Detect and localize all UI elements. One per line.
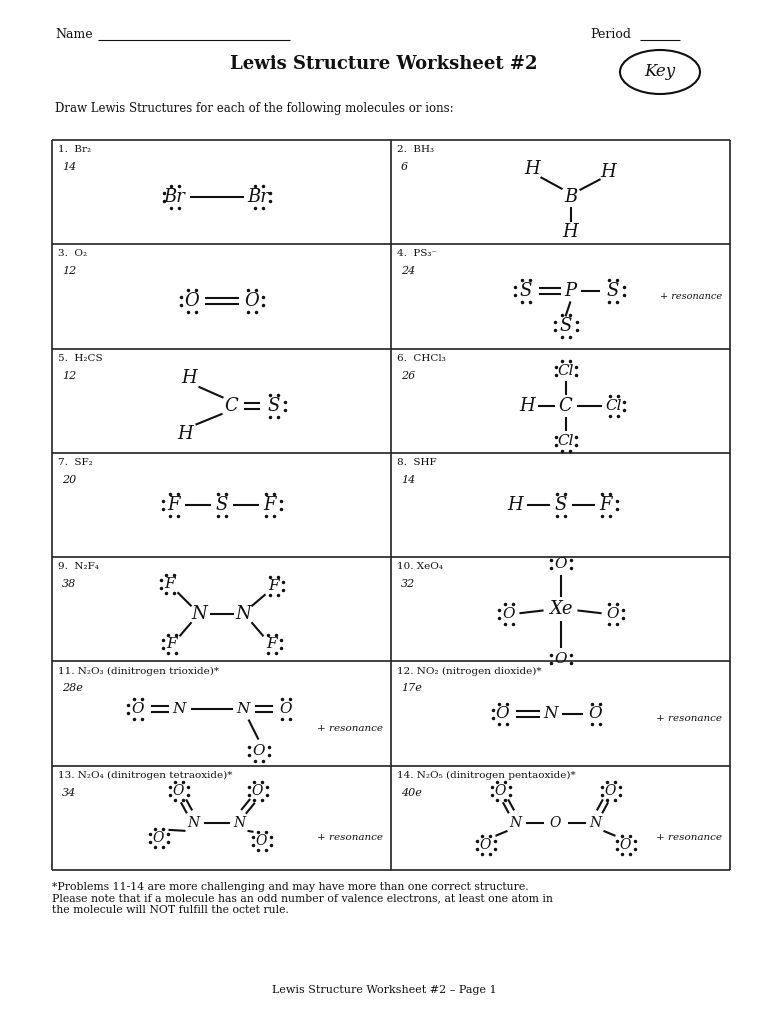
Text: N: N bbox=[236, 605, 251, 624]
Text: 17e: 17e bbox=[401, 683, 422, 693]
Text: Br: Br bbox=[247, 188, 270, 206]
Text: Period: Period bbox=[590, 28, 631, 41]
Text: 8.  SHF: 8. SHF bbox=[397, 458, 437, 467]
Text: 14: 14 bbox=[401, 475, 415, 484]
Text: 14: 14 bbox=[62, 162, 76, 172]
Text: N: N bbox=[509, 816, 521, 829]
Text: Cl: Cl bbox=[605, 398, 622, 413]
Text: 32: 32 bbox=[401, 580, 415, 589]
Text: S: S bbox=[606, 283, 619, 300]
Text: + resonance: + resonance bbox=[317, 834, 383, 843]
Text: *Problems 11-14 are more challenging and may have more than one correct structur: *Problems 11-14 are more challenging and… bbox=[52, 882, 553, 915]
Text: S: S bbox=[554, 496, 567, 514]
Text: O: O bbox=[244, 293, 259, 310]
Text: O: O bbox=[480, 838, 492, 852]
Text: 1.  Br₂: 1. Br₂ bbox=[58, 145, 91, 154]
Text: F: F bbox=[266, 637, 276, 651]
Text: Key: Key bbox=[644, 63, 676, 81]
Text: S: S bbox=[519, 283, 531, 300]
Text: N: N bbox=[192, 605, 207, 624]
Text: O: O bbox=[502, 607, 515, 622]
Text: Name: Name bbox=[55, 28, 93, 41]
Text: O: O bbox=[252, 783, 263, 798]
Text: 12: 12 bbox=[62, 266, 76, 276]
Text: O: O bbox=[554, 557, 567, 571]
Text: C: C bbox=[558, 396, 572, 415]
Text: + resonance: + resonance bbox=[656, 834, 722, 843]
Text: O: O bbox=[153, 830, 164, 845]
Text: N: N bbox=[237, 701, 250, 716]
Text: 4.  PS₃⁻: 4. PS₃⁻ bbox=[397, 249, 437, 258]
Text: Br: Br bbox=[164, 188, 185, 206]
Text: 3.  O₂: 3. O₂ bbox=[58, 249, 87, 258]
Text: H: H bbox=[177, 425, 194, 442]
Text: O: O bbox=[620, 838, 631, 852]
Text: 5.  H₂CS: 5. H₂CS bbox=[58, 353, 103, 362]
Text: 38: 38 bbox=[62, 580, 76, 589]
Text: F: F bbox=[166, 637, 177, 651]
Text: F: F bbox=[599, 496, 612, 514]
Text: H: H bbox=[601, 163, 617, 181]
Text: O: O bbox=[495, 783, 506, 798]
Text: O: O bbox=[252, 743, 265, 758]
Text: F: F bbox=[167, 496, 180, 514]
Text: Lewis Structure Worksheet #2: Lewis Structure Worksheet #2 bbox=[230, 55, 538, 73]
Text: O: O bbox=[131, 701, 144, 716]
Text: F: F bbox=[164, 578, 175, 591]
Text: 26: 26 bbox=[401, 371, 415, 381]
Text: 12. NO₂ (nitrogen dioxide)*: 12. NO₂ (nitrogen dioxide)* bbox=[397, 667, 541, 676]
Text: 10. XeO₄: 10. XeO₄ bbox=[397, 562, 443, 571]
Text: S: S bbox=[267, 396, 280, 415]
Text: 6: 6 bbox=[401, 162, 408, 172]
Text: Cl: Cl bbox=[558, 364, 574, 378]
Text: N: N bbox=[589, 816, 601, 829]
Text: O: O bbox=[184, 293, 199, 310]
Text: S: S bbox=[559, 317, 571, 336]
Text: 24: 24 bbox=[401, 266, 415, 276]
Text: O: O bbox=[280, 701, 292, 716]
Text: 7.  SF₂: 7. SF₂ bbox=[58, 458, 93, 467]
Text: 34: 34 bbox=[62, 787, 76, 798]
Text: H: H bbox=[181, 369, 197, 387]
Text: H: H bbox=[508, 496, 523, 514]
Text: 6.  CHCl₃: 6. CHCl₃ bbox=[397, 353, 445, 362]
Text: S: S bbox=[215, 496, 227, 514]
Text: P: P bbox=[564, 283, 577, 300]
Text: 12: 12 bbox=[62, 371, 76, 381]
Text: 11. N₂O₃ (dinitrogen trioxide)*: 11. N₂O₃ (dinitrogen trioxide)* bbox=[58, 667, 219, 676]
Text: + resonance: + resonance bbox=[656, 714, 722, 723]
Text: N: N bbox=[187, 816, 200, 829]
Text: 14. N₂O₅ (dinitrogen pentaoxide)*: 14. N₂O₅ (dinitrogen pentaoxide)* bbox=[397, 771, 576, 780]
Text: O: O bbox=[550, 816, 561, 829]
Text: O: O bbox=[173, 783, 184, 798]
Text: O: O bbox=[554, 652, 567, 667]
Text: C: C bbox=[224, 396, 238, 415]
Text: F: F bbox=[268, 580, 279, 593]
Text: O: O bbox=[606, 607, 619, 622]
Text: H: H bbox=[520, 396, 535, 415]
Text: 2.  BH₃: 2. BH₃ bbox=[397, 145, 434, 154]
Text: Xe: Xe bbox=[549, 600, 572, 618]
Text: 9.  N₂F₄: 9. N₂F₄ bbox=[58, 562, 99, 571]
Text: Draw Lewis Structures for each of the following molecules or ions:: Draw Lewis Structures for each of the fo… bbox=[55, 102, 454, 115]
Text: + resonance: + resonance bbox=[317, 724, 383, 733]
Text: O: O bbox=[495, 706, 509, 722]
Text: 40e: 40e bbox=[401, 787, 422, 798]
Text: Cl: Cl bbox=[558, 434, 574, 447]
Text: O: O bbox=[256, 834, 267, 848]
Text: O: O bbox=[589, 706, 602, 722]
Text: O: O bbox=[605, 783, 616, 798]
Text: N: N bbox=[543, 706, 558, 722]
Text: + resonance: + resonance bbox=[660, 292, 722, 301]
Text: B: B bbox=[564, 188, 577, 206]
Text: H: H bbox=[563, 223, 578, 241]
Text: H: H bbox=[525, 160, 541, 178]
Text: 20: 20 bbox=[62, 475, 76, 484]
Text: 13. N₂O₄ (dinitrogen tetraoxide)*: 13. N₂O₄ (dinitrogen tetraoxide)* bbox=[58, 771, 233, 780]
Text: N: N bbox=[173, 701, 186, 716]
Text: N: N bbox=[233, 816, 246, 829]
Text: F: F bbox=[263, 496, 276, 514]
Text: 28e: 28e bbox=[62, 683, 83, 693]
Text: Lewis Structure Worksheet #2 – Page 1: Lewis Structure Worksheet #2 – Page 1 bbox=[272, 985, 496, 995]
